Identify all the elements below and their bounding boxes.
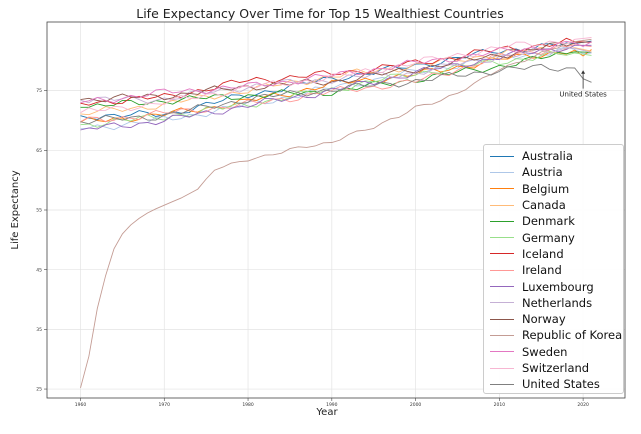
legend-label: Luxembourg <box>522 279 594 294</box>
series-lines <box>80 37 592 389</box>
x-axis-label: Year <box>315 407 338 418</box>
legend-label: Austria <box>522 165 563 180</box>
y-tick-label: 45 <box>36 267 42 273</box>
legend-label: Iceland <box>522 246 564 261</box>
legend-swatch <box>490 171 514 173</box>
legend-item: Norway <box>490 311 623 327</box>
y-tick-label: 25 <box>36 387 42 393</box>
annotation: United States <box>559 70 607 99</box>
axis-ticks: 1960 1970 1980 1990 2000 2010 2020 25 35 45 55 65 75 <box>36 88 589 408</box>
legend-item: Netherlands <box>490 295 623 311</box>
legend-swatch <box>490 188 514 190</box>
legend-swatch <box>490 253 514 255</box>
legend-swatch <box>490 155 514 157</box>
legend-swatch <box>490 269 514 271</box>
legend-label: Republic of Korea <box>522 328 623 343</box>
legend-swatch <box>490 367 514 369</box>
legend-label: Norway <box>522 312 566 327</box>
annotation-label: United States <box>559 91 607 99</box>
y-tick-label: 55 <box>36 208 42 214</box>
legend-item: Austria <box>490 164 623 180</box>
series-line <box>80 37 592 114</box>
legend-label: Belgium <box>522 181 570 196</box>
legend-item: Germany <box>490 229 623 245</box>
legend-item: United States <box>490 376 623 392</box>
legend-item: Canada <box>490 197 623 213</box>
x-tick-label: 2010 <box>494 402 506 408</box>
legend-swatch <box>490 286 514 288</box>
legend-label: Denmark <box>522 214 575 229</box>
legend-label: Germany <box>522 230 575 245</box>
y-axis-label: Life Expectancy <box>10 170 21 249</box>
legend-swatch <box>490 237 514 239</box>
series-line <box>80 49 592 123</box>
legend-item: Republic of Korea <box>490 327 623 343</box>
series-line <box>80 41 592 103</box>
legend-swatch <box>490 383 514 385</box>
x-tick-label: 1970 <box>159 402 171 408</box>
legend-item: Belgium <box>490 181 623 197</box>
legend-swatch <box>490 351 514 353</box>
series-line <box>80 37 592 106</box>
series-line <box>80 51 592 108</box>
legend-label: Netherlands <box>522 295 593 310</box>
legend-label: Australia <box>522 149 573 164</box>
x-tick-label: 1960 <box>75 402 87 408</box>
y-tick-label: 75 <box>36 88 42 94</box>
legend-item: Iceland <box>490 246 623 262</box>
legend-swatch <box>490 302 514 304</box>
legend-item: Luxembourg <box>490 278 623 294</box>
y-tick-label: 65 <box>36 148 42 154</box>
series-line <box>80 38 592 389</box>
annotation-arrowhead <box>581 70 586 74</box>
legend: Australia Austria Belgium Canada Denmark Germ… <box>483 144 624 394</box>
legend-item: Switzerland <box>490 360 623 376</box>
legend-item: Sweden <box>490 344 623 360</box>
x-tick-label: 2000 <box>410 402 422 408</box>
x-tick-label: 2020 <box>577 402 589 408</box>
legend-label: Ireland <box>522 263 562 278</box>
legend-label: United States <box>522 377 600 392</box>
legend-item: Ireland <box>490 262 623 278</box>
x-tick-label: 1990 <box>326 402 338 408</box>
series-line <box>80 63 592 125</box>
legend-swatch <box>490 204 514 206</box>
legend-swatch <box>490 318 514 320</box>
series-line <box>80 47 592 104</box>
legend-swatch <box>490 334 514 336</box>
legend-label: Switzerland <box>522 361 590 375</box>
legend-item: Australia <box>490 148 623 164</box>
legend-item: Denmark <box>490 213 623 229</box>
y-tick-label: 35 <box>36 327 42 333</box>
legend-label: Sweden <box>522 344 568 359</box>
x-tick-label: 1980 <box>242 402 254 408</box>
legend-label: Canada <box>522 198 566 213</box>
legend-swatch <box>490 220 514 222</box>
chart-title: Life Expectancy Over Time for Top 15 Wea… <box>136 6 504 21</box>
